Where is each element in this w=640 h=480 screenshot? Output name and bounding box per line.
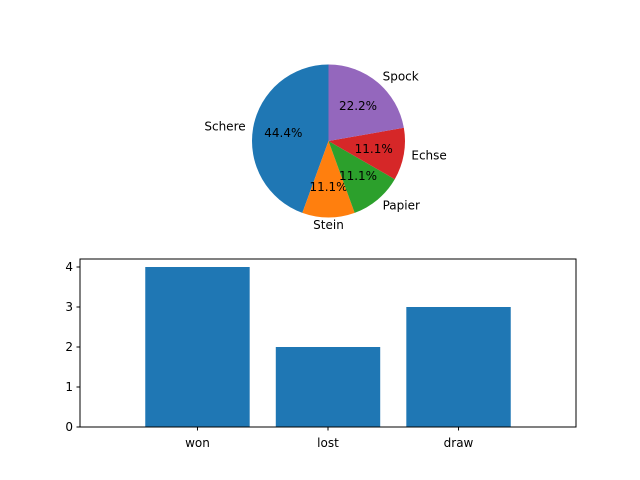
- pie-slice-schere: [251, 64, 329, 213]
- pie-percent-stein: 11.1%: [309, 180, 347, 194]
- y-tick-label: 4: [65, 260, 73, 274]
- pie-slice-stein: [302, 141, 355, 218]
- x-tick-label-lost: lost: [317, 436, 339, 450]
- pie-slice-papier: [328, 141, 395, 213]
- y-tick-label: 1: [65, 380, 73, 394]
- pie-label-echse: Echse: [411, 149, 446, 163]
- pie-slice-spock: [328, 64, 404, 141]
- pie-label-spock: Spock: [383, 70, 419, 84]
- pie-label-schere: Schere: [204, 119, 245, 133]
- pie-slice-echse: [328, 127, 406, 180]
- bar-won: [145, 267, 250, 427]
- x-tick-label-won: won: [185, 436, 210, 450]
- pie-label-papier: Papier: [383, 198, 420, 212]
- x-tick-label-draw: draw: [444, 436, 474, 450]
- pie-percent-spock: 22.2%: [339, 99, 377, 113]
- bar-lost: [275, 347, 381, 427]
- pie-percent-echse: 11.1%: [355, 142, 393, 156]
- y-tick-label: 3: [65, 300, 73, 314]
- bar-chart: 0 1 2 3 4 won lost draw: [65, 258, 577, 450]
- pie-percent-papier: 11.1%: [339, 169, 377, 183]
- bar-draw: [406, 307, 511, 427]
- pie-chart: Schere 44.4% Stein 11.1% Papier 11.1% Echse 11.…: [204, 64, 447, 232]
- pie-percent-schere: 44.4%: [264, 126, 302, 140]
- y-tick-label: 0: [65, 420, 73, 434]
- y-tick-label: 2: [65, 340, 73, 354]
- pie-label-stein: Stein: [313, 218, 344, 232]
